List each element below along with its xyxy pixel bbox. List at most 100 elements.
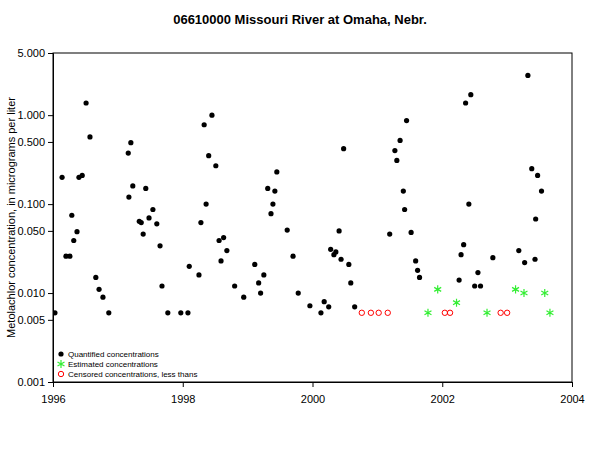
point — [458, 252, 463, 257]
x-tick-label: 2004 — [560, 393, 584, 405]
x-tick: 2000 — [301, 382, 325, 405]
point — [159, 283, 164, 288]
point — [442, 310, 447, 315]
point — [196, 272, 201, 277]
point — [143, 186, 148, 191]
point — [67, 254, 72, 259]
point — [268, 211, 273, 216]
point — [415, 268, 420, 273]
point — [252, 262, 257, 267]
legend-marker — [58, 360, 65, 368]
point — [348, 280, 353, 285]
legend-label: Quantified concentrations — [68, 350, 159, 359]
point — [401, 189, 406, 194]
x-tick: 1998 — [171, 382, 195, 405]
point — [447, 310, 452, 315]
point — [80, 173, 85, 178]
x-tick-mark — [442, 382, 443, 387]
point — [404, 118, 409, 123]
x-tick-label: 2002 — [431, 393, 455, 405]
point — [209, 113, 214, 118]
point — [522, 260, 527, 265]
point — [512, 285, 519, 293]
y-tick-mark — [48, 320, 53, 321]
point — [100, 295, 105, 300]
point — [525, 73, 530, 78]
point — [546, 309, 553, 317]
point — [472, 283, 477, 288]
point — [376, 310, 381, 315]
chart: 06610000 Missouri River at Omaha, Nebr.1… — [0, 0, 600, 450]
y-tick-label: 0.100 — [17, 198, 45, 210]
point — [221, 235, 226, 240]
series — [359, 310, 510, 315]
y-tick-label: 0.500 — [17, 136, 45, 148]
x-tick: 2004 — [560, 382, 584, 405]
legend-marker — [58, 351, 63, 356]
point — [504, 310, 509, 315]
y-tick-mark — [48, 142, 53, 143]
y-tick-mark — [48, 382, 53, 383]
points — [53, 73, 553, 317]
legend-label: Censored concentrations, less thans — [68, 370, 197, 379]
point — [394, 158, 399, 163]
x-tick-mark — [572, 382, 573, 387]
point — [154, 221, 159, 226]
point — [224, 248, 229, 253]
y-tick-label: 0.005 — [17, 314, 45, 326]
point — [270, 202, 275, 207]
point — [53, 310, 58, 315]
point — [490, 255, 495, 260]
point — [185, 310, 190, 315]
point — [318, 310, 323, 315]
y-tick-label: 0.050 — [17, 225, 45, 237]
point — [218, 258, 223, 263]
point — [453, 299, 460, 307]
point — [385, 310, 390, 315]
point — [532, 257, 537, 262]
point — [83, 100, 88, 105]
y-tick-mark — [48, 231, 53, 232]
point — [96, 287, 101, 292]
y-tick-mark — [48, 204, 53, 205]
point — [165, 310, 170, 315]
point — [413, 258, 418, 263]
point — [93, 275, 98, 280]
point — [352, 304, 357, 309]
point — [521, 289, 528, 297]
point — [533, 216, 538, 221]
y-tick: 0.050 — [17, 225, 53, 237]
point — [478, 283, 483, 288]
point — [392, 148, 397, 153]
point — [71, 238, 76, 243]
point — [409, 230, 414, 235]
y-tick: 0.010 — [17, 287, 53, 299]
point — [424, 309, 431, 317]
point — [463, 100, 468, 105]
point — [326, 304, 331, 309]
point — [261, 272, 266, 277]
point — [274, 169, 279, 174]
point — [359, 310, 364, 315]
y-tick-label: 0.001 — [17, 376, 45, 388]
plot-frame — [53, 53, 572, 382]
point — [141, 232, 146, 237]
point — [417, 275, 422, 280]
point — [516, 248, 521, 253]
y-axis-line — [48, 54, 54, 383]
y-axis: 0.0010.0050.0100.0500.1000.5001.0005.000 — [17, 47, 53, 388]
x-tick: 2002 — [431, 382, 455, 405]
legend-marker — [58, 371, 63, 376]
point — [346, 262, 351, 267]
point — [285, 228, 290, 233]
y-tick: 1.000 — [17, 109, 53, 121]
series — [53, 73, 544, 316]
point — [336, 228, 341, 233]
point — [126, 150, 131, 155]
point — [258, 290, 263, 295]
point — [468, 92, 473, 97]
point — [290, 254, 295, 259]
point — [87, 134, 92, 139]
point — [106, 310, 111, 315]
point — [539, 189, 544, 194]
